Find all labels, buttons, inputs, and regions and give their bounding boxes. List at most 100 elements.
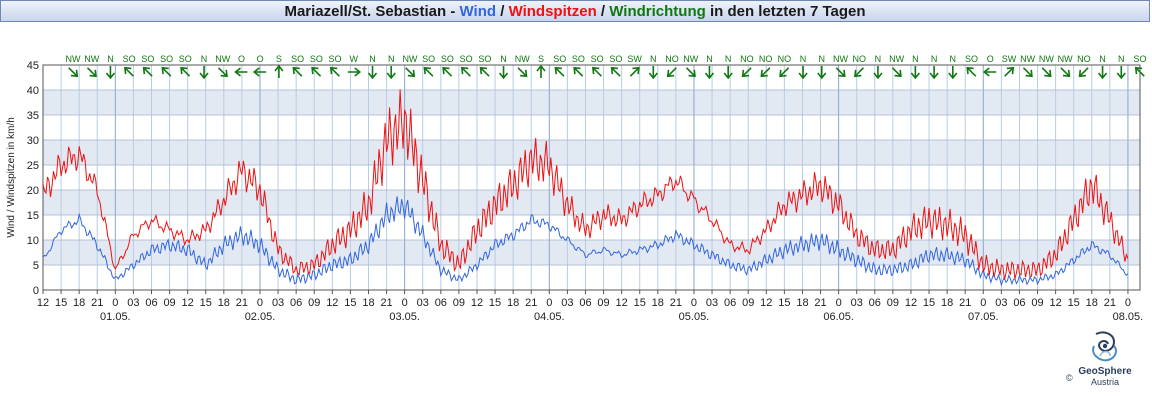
chart-title: Mariazell/St. Sebastian - Wind / Windspi… [0,0,1150,22]
direction-arrow-shape [835,67,846,78]
direction-label: N [931,54,938,64]
direction-arrow-shape [1041,67,1052,78]
geosphere-logo-icon [1092,331,1117,362]
direction-label: N [800,54,807,64]
x-tick-label: 18 [73,297,85,309]
direction-arrow-shape [386,66,396,80]
direction-label: NW [833,54,848,64]
direction-arrow-icon [536,64,546,78]
direction-arrow-icon [329,66,340,77]
direction-label: NW [66,54,81,64]
direction-arrow-icon [252,67,267,77]
direction-arrow-icon [1116,66,1126,80]
direction-arrow-shape [234,67,248,77]
date-label: 07.05. [968,311,999,323]
direction-arrow-shape [1134,66,1145,77]
y-tick-label: 40 [27,85,39,97]
direction-arrow-shape [180,66,191,77]
x-tick-label: 03 [417,297,429,309]
y-tick-label: 45 [27,60,39,72]
direction-arrow-icon [929,66,939,80]
title-prefix: Mariazell/St. Sebastian - [284,3,460,20]
direction-label: SO [310,54,323,64]
x-tick-label: 0 [1125,297,1131,309]
direction-arrow-shape [86,67,97,78]
direction-arrow-icon [86,67,97,78]
direction-arrow-shape [704,66,715,80]
direction-label: NO [778,54,792,64]
direction-arrow-icon [685,67,696,78]
direction-row: NW NW N SO SO SO SO N NW O O S SO SO SO W N N NW SO SO SO SO N N… [66,54,1147,80]
direction-arrow-icon [982,67,997,77]
direction-label: NW [215,54,230,64]
direction-arrow-shape [498,66,509,80]
y-tick-label: 0 [33,285,39,297]
x-tick-label: 0 [257,297,263,309]
direction-label: NW [84,54,99,64]
x-tick-label: 15 [200,297,212,309]
x-tick-label: 18 [1086,297,1098,309]
direction-label: SO [965,54,978,64]
y-tick-label: 15 [27,210,39,222]
direction-arrow-shape [723,66,733,80]
x-tick-label: 09 [453,297,465,309]
y-tick-labels: 0 5 10 15 20 25 30 35 40 45 [27,60,39,297]
direction-arrow-icon [891,67,902,78]
x-tick-label: 06 [1013,297,1025,309]
direction-arrow-shape [105,66,116,80]
direction-label: S [276,54,282,64]
x-tick-label: 03 [272,297,284,309]
series-lines [42,89,1129,287]
direction-label: SO [591,54,604,64]
x-tick-label: 09 [742,297,754,309]
logo-country: Austria [1090,377,1119,387]
direction-arrow-shape [573,66,584,77]
x-tick-label: 15 [778,297,790,309]
direction-arrow-icon [948,66,958,80]
direction-arrow-icon [648,66,658,80]
direction-arrow-icon [124,66,134,77]
direction-label: W [350,54,359,64]
direction-label: S [538,54,544,64]
x-tick-label: 18 [796,297,808,309]
logo-copyright: © [1066,373,1073,383]
x-tick-labels: 12 15 18 21 0 03 06 09 12 15 18 21 0 03 06 09 12 15 18 21 0 0… [37,297,1131,309]
x-tick-label: 12 [1049,297,1061,309]
direction-label: N [107,54,114,64]
title-gusts: Windspitzen [508,3,597,20]
direction-label: SO [609,54,622,64]
direction-arrow-icon [573,66,584,77]
logo-brand: GeoSphere [1078,366,1132,377]
direction-arrow-icon [68,67,79,78]
direction-arrow-shape [798,66,808,80]
direction-arrow-icon [760,67,771,78]
direction-label: SO [123,54,136,64]
x-tick-label: 21 [236,297,248,309]
x-tick-label: 0 [112,297,118,309]
direction-arrow-icon [854,67,865,78]
direction-label: N [819,54,826,64]
direction-arrow-shape [1004,66,1015,77]
direction-arrow-shape [817,66,827,80]
axes [42,64,1141,294]
date-label: 04.05. [534,311,565,323]
direction-arrow-shape [591,66,602,77]
x-tick-label: 21 [525,297,537,309]
direction-arrow-shape [423,66,434,77]
direction-arrow-icon [517,67,528,78]
direction-arrow-shape [274,64,284,78]
x-tick-label: 09 [887,297,899,309]
direction-arrow-icon [292,66,303,77]
direction-arrow-icon [311,66,322,77]
background-band [43,190,1140,215]
x-tick-label: 21 [380,297,392,309]
direction-arrow-shape [405,67,416,78]
direction-arrow-icon [741,67,752,78]
direction-arrow-icon [161,66,172,77]
x-tick-label: 0 [691,297,697,309]
x-tick-label: 09 [163,297,175,309]
direction-arrow-icon [1004,66,1015,77]
direction-arrow-shape [948,66,958,80]
direction-label: NO [852,54,866,64]
x-tick-label: 15 [634,297,646,309]
